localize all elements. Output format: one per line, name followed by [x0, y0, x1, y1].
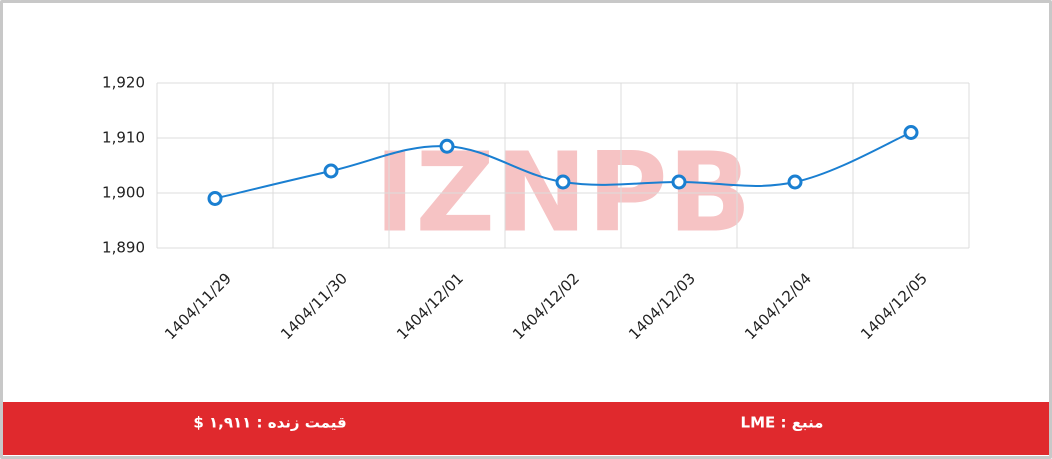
x-tick-label: 1404/12/04: [741, 269, 815, 343]
point: [439, 138, 455, 154]
x-tick-label: 1404/12/02: [509, 269, 583, 343]
point: [903, 125, 919, 140]
point: [671, 174, 687, 190]
x-tick-label: 1404/12/05: [857, 269, 931, 343]
y-tick-label: 1,890: [102, 239, 145, 257]
y-tick-label: 1,920: [102, 74, 145, 92]
point: [207, 191, 223, 206]
source: منبع : LME: [741, 414, 824, 432]
x-tick-label: 1404/11/29: [161, 269, 235, 343]
x-tick-label: 1404/12/03: [625, 269, 699, 343]
y-tick-label: 1,910: [102, 129, 145, 147]
watermark: IZNPB: [374, 128, 751, 256]
footer-bar: [3, 402, 1049, 455]
x-tick-label: 1404/12/01: [393, 269, 467, 343]
live-price: قیمت زنده : ۱,۹۱۱ $: [193, 414, 346, 432]
x-tick-label: 1404/11/30: [277, 269, 351, 343]
y-tick-label: 1,900: [102, 184, 145, 202]
point: [787, 174, 803, 190]
point: [323, 163, 339, 179]
point: [555, 174, 571, 190]
